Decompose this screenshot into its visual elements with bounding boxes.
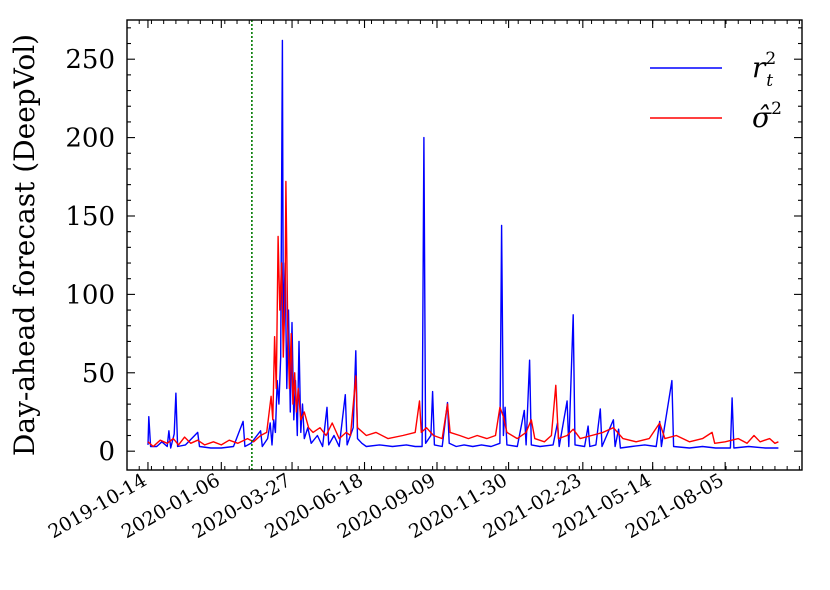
legend-label-superscript: 2 bbox=[765, 49, 776, 69]
legend-label-subscript: t bbox=[766, 71, 773, 91]
y-tick-label: 0 bbox=[98, 437, 115, 467]
plot-frame bbox=[126, 19, 803, 471]
series-layer bbox=[147, 20, 779, 470]
y-tick-label: 100 bbox=[65, 280, 115, 310]
y-axis-label: Day-ahead forecast (DeepVol) bbox=[8, 34, 41, 456]
y-tick-label: 250 bbox=[65, 45, 115, 75]
legend: r2 tσ̂2 bbox=[650, 49, 782, 134]
y-tick-label: 150 bbox=[65, 202, 115, 232]
series-line-forecast bbox=[147, 180, 779, 448]
legend-label-superscript: 2 bbox=[771, 99, 782, 119]
series-line-realized bbox=[147, 39, 779, 449]
y-tick-label: 50 bbox=[82, 359, 115, 389]
y-tick-label: 200 bbox=[65, 124, 115, 154]
axes-layer: 0501001502002502019-10-142020-01-062020-… bbox=[8, 19, 803, 543]
legend-label-base: σ̂ bbox=[752, 101, 772, 134]
legend-label: σ̂2 bbox=[752, 99, 782, 134]
legend-label-base: r bbox=[752, 51, 767, 84]
legend-label: r2 t bbox=[752, 49, 776, 91]
